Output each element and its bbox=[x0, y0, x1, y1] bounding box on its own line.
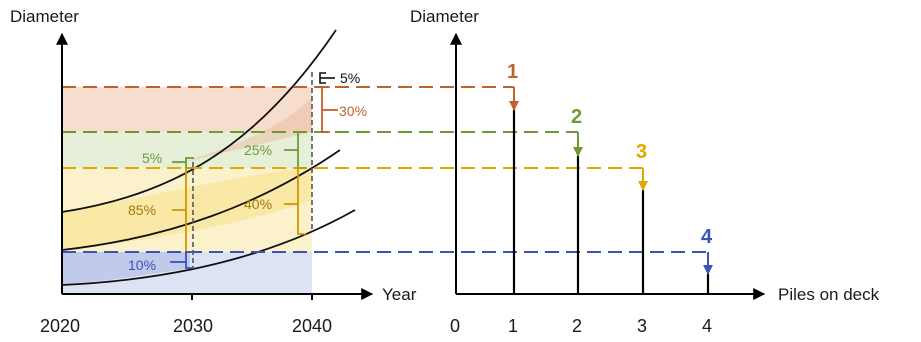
right-x-title: Piles on deck bbox=[778, 285, 880, 304]
curve-upper bbox=[61, 29, 337, 213]
left-x-title: Year bbox=[382, 285, 417, 304]
label-10: 10% bbox=[128, 257, 156, 273]
x-tick-0: 0 bbox=[450, 316, 460, 336]
marker-1: 1 bbox=[507, 61, 518, 83]
right-y-title: Diameter bbox=[410, 7, 479, 26]
bracket-30 bbox=[321, 86, 338, 133]
marker-2: 2 bbox=[571, 106, 582, 128]
right-chart: 1 2 3 4 Diameter Piles on deck 0 1 2 3 4 bbox=[410, 7, 880, 336]
x-tick-4: 4 bbox=[702, 316, 712, 336]
label-40: 40% bbox=[244, 196, 272, 212]
label-5-top: 5% bbox=[340, 70, 360, 86]
label-25: 25% bbox=[244, 142, 272, 158]
bracket-5-top bbox=[319, 72, 335, 84]
x-tick-1: 1 bbox=[508, 316, 518, 336]
x-tick-2030: 2030 bbox=[173, 316, 213, 336]
x-tick-3: 3 bbox=[637, 316, 647, 336]
marker-4: 4 bbox=[701, 226, 713, 248]
x-tick-2: 2 bbox=[572, 316, 582, 336]
x-tick-2040: 2040 bbox=[292, 316, 332, 336]
label-30: 30% bbox=[339, 103, 367, 119]
bracket-10 bbox=[170, 251, 194, 269]
bracket-40 bbox=[284, 167, 306, 235]
curve-lower bbox=[61, 209, 356, 286]
left-y-title: Diameter bbox=[10, 7, 79, 26]
area-yellow bbox=[62, 168, 312, 250]
left-chart: 5% 30% 25% 40% 5% 85% 10% Diameter Year … bbox=[10, 7, 708, 336]
curve-middle bbox=[61, 149, 341, 251]
x-tick-2020: 2020 bbox=[40, 316, 80, 336]
marker-3: 3 bbox=[636, 141, 647, 163]
area-blue-dark bbox=[62, 252, 190, 284]
label-85: 85% bbox=[128, 202, 156, 218]
label-5-green: 5% bbox=[142, 150, 162, 166]
band-green bbox=[62, 132, 312, 168]
